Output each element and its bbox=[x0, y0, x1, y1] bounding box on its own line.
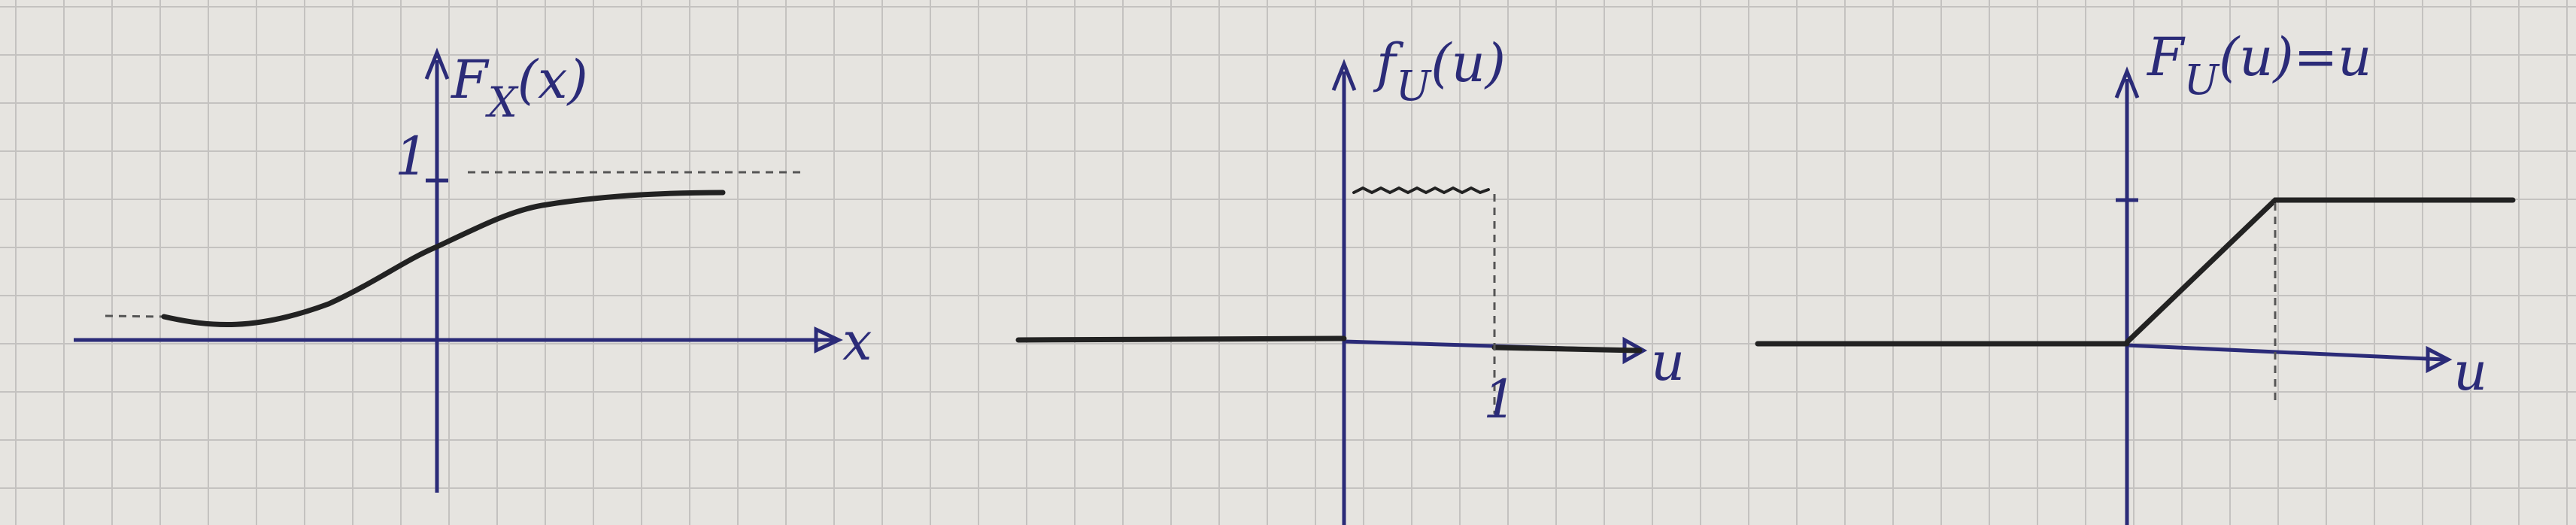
plot-pdf-u: 1 fU(u) u bbox=[1015, 32, 1685, 525]
label-argument: (u) bbox=[1431, 32, 1506, 94]
label-subscript: U bbox=[1396, 62, 1432, 110]
cdf-ramp bbox=[2124, 197, 2516, 345]
label-subscript: X bbox=[485, 78, 519, 126]
x-label: u bbox=[2453, 341, 2487, 402]
y-arrow bbox=[2114, 66, 2140, 99]
plot-cdf-x: 1 FX(x) x bbox=[74, 47, 872, 493]
label-argument: (u) bbox=[2219, 26, 2294, 88]
x-tick-label: 1 bbox=[1483, 369, 1517, 430]
x-label: x bbox=[842, 311, 872, 372]
y-label: FX(x) bbox=[450, 49, 588, 126]
x-arrow bbox=[814, 326, 843, 354]
y-tick-label: 1 bbox=[395, 126, 429, 187]
x-label: u bbox=[1651, 331, 1685, 393]
density-top bbox=[1352, 186, 1490, 195]
label-symbol: F bbox=[2146, 26, 2186, 88]
x-arrow bbox=[2426, 345, 2453, 374]
y-arrow bbox=[424, 47, 450, 80]
zero-part bbox=[1015, 335, 1347, 343]
x-axis bbox=[2126, 343, 2445, 362]
label-symbol: F bbox=[450, 49, 490, 111]
label-argument: (x) bbox=[517, 49, 588, 111]
y-label: fU(u) bbox=[1373, 32, 1506, 110]
zero-part bbox=[1491, 344, 1643, 354]
y-arrow bbox=[1331, 59, 1357, 91]
cdf-curve bbox=[161, 190, 726, 328]
plot-cdf-u: FU(u)=u u bbox=[1755, 26, 2516, 525]
y-label: FU(u)=u bbox=[2146, 26, 2371, 104]
label-suffix: =u bbox=[2294, 26, 2372, 88]
dash bbox=[105, 314, 165, 318]
label-subscript: U bbox=[2184, 56, 2220, 104]
